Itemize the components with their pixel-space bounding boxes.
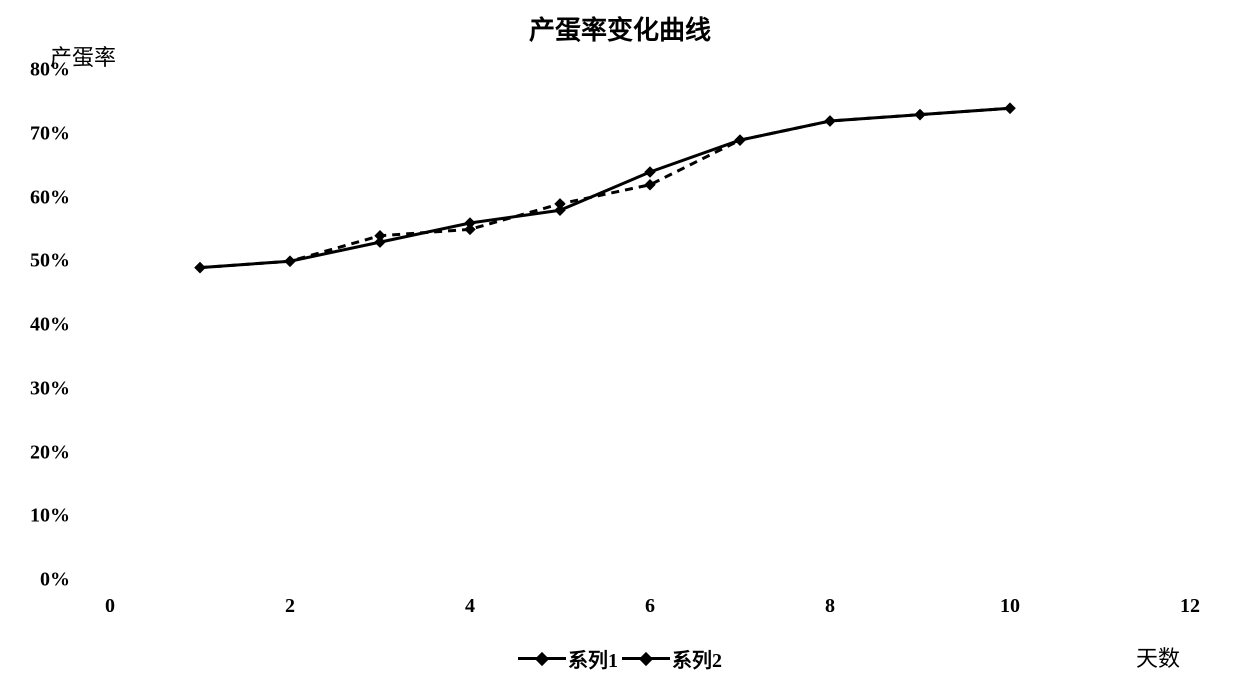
series-marker bbox=[195, 263, 205, 273]
y-tick-label: 30% bbox=[30, 377, 70, 400]
plot-area: 0%10%20%30%40%50%60%70%80%024681012 bbox=[110, 70, 1190, 580]
x-tick-label: 4 bbox=[465, 595, 475, 618]
y-tick-label: 80% bbox=[30, 59, 70, 82]
series-marker bbox=[375, 231, 385, 241]
series-marker bbox=[645, 167, 655, 177]
series-marker bbox=[465, 224, 475, 234]
x-tick-label: 2 bbox=[285, 595, 295, 618]
y-tick-label: 20% bbox=[30, 441, 70, 464]
x-tick-label: 12 bbox=[1180, 595, 1200, 618]
chart-container: 产蛋率变化曲线 产蛋率 0%10%20%30%40%50%60%70%80%02… bbox=[0, 0, 1240, 693]
legend-swatch bbox=[518, 652, 566, 666]
chart-title: 产蛋率变化曲线 bbox=[529, 10, 711, 47]
y-tick-label: 60% bbox=[30, 186, 70, 209]
y-tick-label: 0% bbox=[40, 569, 70, 592]
x-tick-label: 10 bbox=[1000, 595, 1020, 618]
series-marker bbox=[735, 135, 745, 145]
legend-item-1: 系列1 bbox=[518, 644, 618, 673]
series-line-1 bbox=[200, 108, 1010, 267]
legend: 系列1 系列2 bbox=[518, 644, 722, 673]
legend-label: 系列2 bbox=[672, 644, 722, 673]
x-tick-label: 6 bbox=[645, 595, 655, 618]
legend-label: 系列1 bbox=[568, 644, 618, 673]
legend-swatch bbox=[622, 652, 670, 666]
y-tick-label: 70% bbox=[30, 122, 70, 145]
legend-item-2: 系列2 bbox=[622, 644, 722, 673]
series-marker bbox=[915, 110, 925, 120]
series-line-2 bbox=[200, 108, 1010, 267]
x-tick-label: 0 bbox=[105, 595, 115, 618]
series-marker bbox=[285, 256, 295, 266]
series-marker bbox=[1005, 103, 1015, 113]
series-marker bbox=[825, 116, 835, 126]
chart-svg bbox=[110, 70, 1190, 580]
x-axis-title: 天数 bbox=[1136, 641, 1180, 673]
y-tick-label: 40% bbox=[30, 314, 70, 337]
x-tick-label: 8 bbox=[825, 595, 835, 618]
y-tick-label: 10% bbox=[30, 505, 70, 528]
y-tick-label: 50% bbox=[30, 250, 70, 273]
series-marker bbox=[645, 180, 655, 190]
